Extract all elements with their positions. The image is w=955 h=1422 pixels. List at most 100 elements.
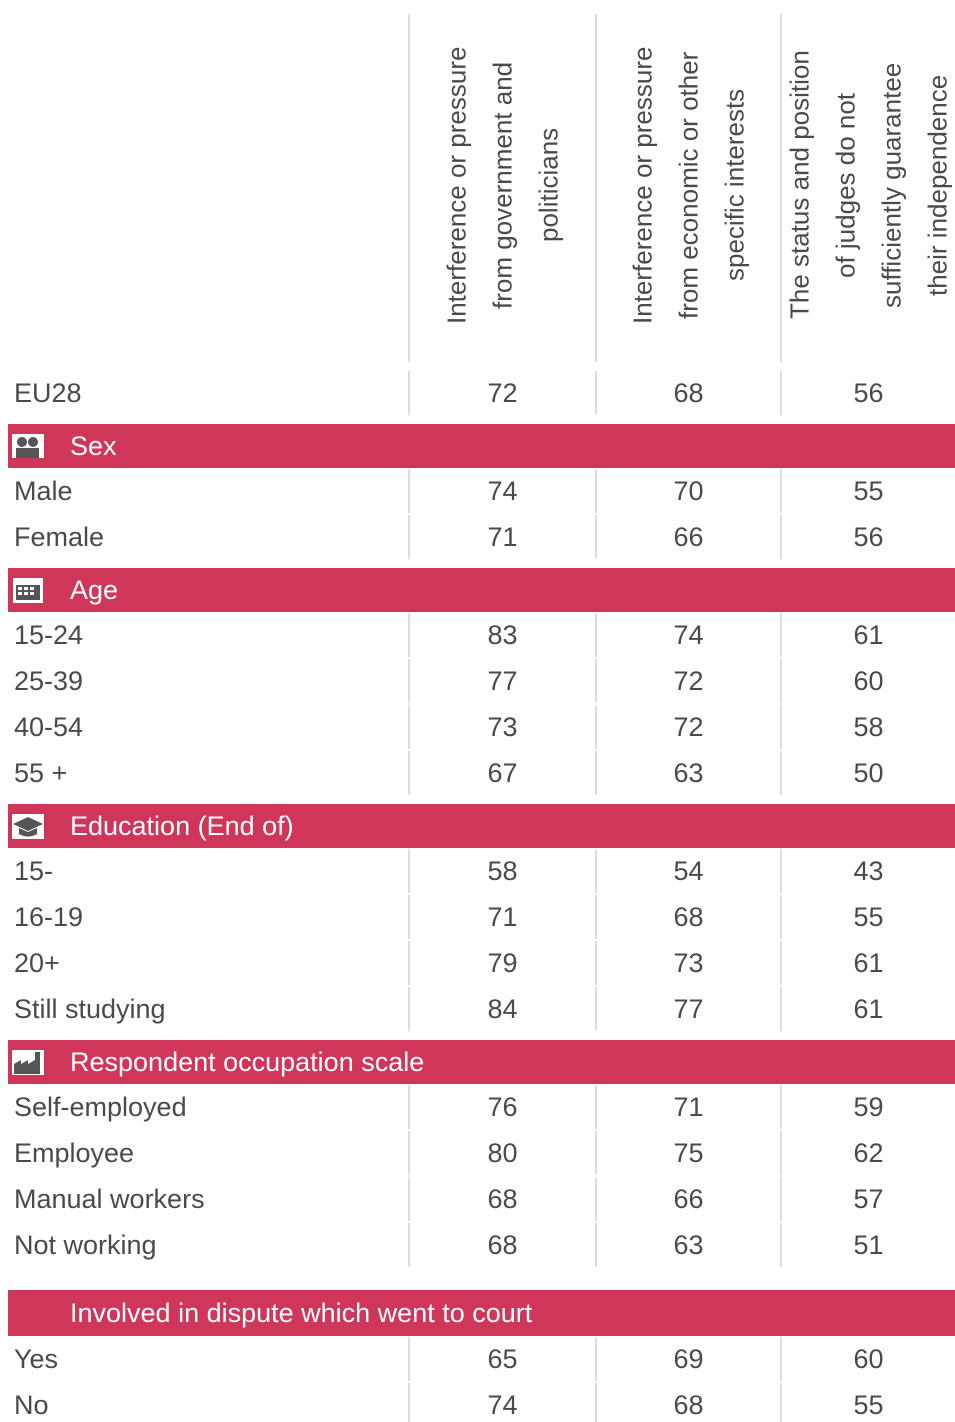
cell: 60 (780, 659, 955, 703)
cell: 55 (780, 895, 955, 939)
cell: 71 (408, 515, 595, 559)
table-row: Female 71 66 56 (0, 514, 955, 560)
header-line: specific interests (719, 88, 750, 282)
cell: 75 (595, 1131, 780, 1175)
cell: 74 (595, 613, 780, 657)
column-header: Interference or pressure from economic or… (595, 14, 780, 362)
cell: 83 (408, 613, 595, 657)
section-bar: Respondent occupation scale (8, 1040, 955, 1084)
cell: 59 (780, 1085, 955, 1129)
section: Age 15-24 83 74 61 25-39 77 72 60 40-54 73 72 58 55 +… (0, 568, 955, 796)
row-label: EU28 (14, 377, 82, 408)
header-line: their independence (922, 74, 953, 296)
cell: 79 (408, 941, 595, 985)
section-icon (12, 434, 44, 458)
header-text: The status and position of judges do not s… (782, 14, 955, 356)
cell: 70 (595, 469, 780, 513)
cell: 61 (780, 941, 955, 985)
section-bar: Sex (8, 424, 955, 468)
row-label: Male (14, 475, 73, 506)
cell: 76 (408, 1085, 595, 1129)
table-body: EU28 72 68 56 Sex Male 74 70 55 Female 71 66 56 Age 15… (0, 370, 955, 1422)
cell: 73 (408, 705, 595, 749)
cell: 58 (408, 849, 595, 893)
column-header: The status and position of judges do not s… (780, 14, 955, 362)
section-title: Involved in dispute which went to court (70, 1297, 533, 1328)
table-row: Not working 68 63 51 (0, 1222, 955, 1268)
cell: 55 (780, 469, 955, 513)
header-line: of judges do not (830, 92, 861, 278)
header-line: politicians (533, 127, 564, 243)
header-line: sufficiently guarantee (876, 62, 907, 308)
table-row: 20+ 79 73 61 (0, 940, 955, 986)
row-label: 25-39 (14, 665, 84, 696)
row-label: Self-employed (14, 1091, 187, 1122)
cell: 58 (780, 705, 955, 749)
header-line: Interference or pressure (441, 46, 472, 324)
cell: 84 (408, 987, 595, 1031)
section-icon (12, 814, 44, 839)
header-line: from economic or other (673, 51, 704, 319)
cell: 74 (408, 469, 595, 513)
row-label: No (14, 1389, 49, 1420)
row-label: Yes (14, 1343, 59, 1374)
cell: 73 (595, 941, 780, 985)
section-icon (13, 578, 43, 603)
section: Respondent occupation scale Self-employed… (0, 1040, 955, 1268)
cell: 66 (595, 515, 780, 559)
row-label: 15- (14, 855, 54, 886)
header-line: The status and position (784, 50, 815, 320)
cell: 67 (408, 751, 595, 795)
cell: 66 (595, 1177, 780, 1221)
table-row: Manual workers 68 66 57 (0, 1176, 955, 1222)
cell: 68 (408, 1223, 595, 1267)
cell: 65 (408, 1337, 595, 1381)
row-label: Not working (14, 1229, 157, 1260)
cell: 63 (595, 1223, 780, 1267)
cell: 43 (780, 849, 955, 893)
table-row: No 74 68 55 (0, 1382, 955, 1422)
section-bar: Age (8, 568, 955, 612)
row-label: 20+ (14, 947, 60, 978)
table-row: Yes 65 69 60 (0, 1336, 955, 1382)
header-line: from government and (487, 61, 518, 309)
cell: 56 (780, 371, 955, 415)
row-label: Employee (14, 1137, 135, 1168)
cell: 80 (408, 1131, 595, 1175)
cell: 72 (595, 705, 780, 749)
row-label: Still studying (14, 993, 166, 1024)
section-title: Sex (70, 430, 117, 461)
cell: 61 (780, 613, 955, 657)
cell: 68 (408, 1177, 595, 1221)
cell: 77 (408, 659, 595, 703)
section-bar: Education (End of) (8, 804, 955, 848)
table-row: Self-employed 76 71 59 (0, 1084, 955, 1130)
header-line: Interference or pressure (627, 46, 658, 324)
table-row: 25-39 77 72 60 (0, 658, 955, 704)
cell: 60 (780, 1337, 955, 1381)
column-header: Interference or pressure from government … (408, 14, 595, 362)
cell: 71 (595, 1085, 780, 1129)
section: Sex Male 74 70 55 Female 71 66 56 (0, 424, 955, 560)
cell: 68 (595, 895, 780, 939)
cell: 69 (595, 1337, 780, 1381)
row-label: 16-19 (14, 901, 84, 932)
table-row: 15- 58 54 43 (0, 848, 955, 894)
cell: 63 (595, 751, 780, 795)
section-title: Education (End of) (70, 810, 294, 841)
cell: 77 (595, 987, 780, 1031)
cell: 57 (780, 1177, 955, 1221)
table-row: 55 + 67 63 50 (0, 750, 955, 796)
section-title: Age (70, 574, 119, 605)
cell: 55 (780, 1383, 955, 1422)
column-headers: Interference or pressure from government … (0, 0, 955, 362)
header-text: Interference or pressure from government … (410, 14, 595, 356)
table-row: Male 74 70 55 (0, 468, 955, 514)
table-row: Employee 80 75 62 (0, 1130, 955, 1176)
cell: 50 (780, 751, 955, 795)
section-title: Respondent occupation scale (70, 1046, 425, 1077)
table-row: 15-24 83 74 61 (0, 612, 955, 658)
row-label: 15-24 (14, 619, 84, 650)
cell: 56 (780, 515, 955, 559)
